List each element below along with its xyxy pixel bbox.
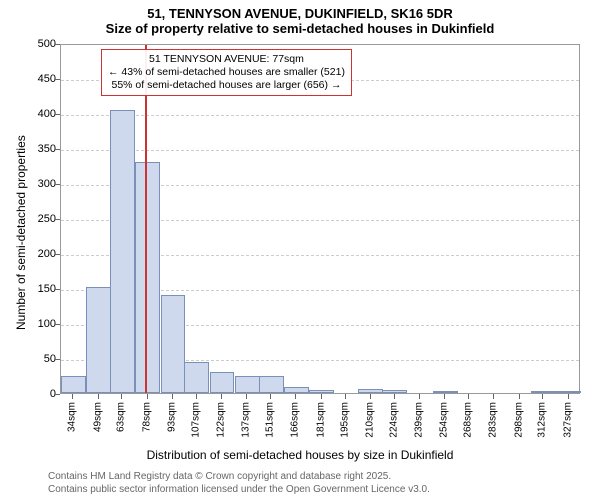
gridline (61, 150, 579, 151)
x-tick-label: 49sqm (92, 402, 103, 432)
x-tick-mark (519, 394, 520, 399)
x-tick-label: 239sqm (413, 402, 424, 438)
annotation-line: 55% of semi-detached houses are larger (… (108, 79, 345, 92)
footer-attribution: Contains HM Land Registry data © Crown c… (48, 470, 430, 496)
title-line2: Size of property relative to semi-detach… (0, 21, 600, 40)
x-axis-label: Distribution of semi-detached houses by … (0, 448, 600, 462)
y-tick-label: 0 (26, 388, 56, 400)
y-tick-label: 200 (26, 248, 56, 260)
y-tick-label: 150 (26, 283, 56, 295)
x-tick-label: 254sqm (439, 402, 450, 438)
histogram-bar (284, 387, 309, 393)
y-axis-label: Number of semi-detached properties (14, 135, 28, 330)
histogram-bar (184, 362, 209, 394)
annotation-line: ← 43% of semi-detached houses are smalle… (108, 66, 345, 79)
x-tick-mark (419, 394, 420, 399)
y-tick-mark (55, 394, 60, 395)
x-tick-label: 224sqm (388, 402, 399, 438)
histogram-bar (235, 376, 260, 394)
x-tick-mark (542, 394, 543, 399)
x-tick-label: 137sqm (241, 402, 252, 438)
histogram-bar (86, 287, 111, 393)
y-tick-label: 250 (26, 213, 56, 225)
x-tick-mark (493, 394, 494, 399)
y-tick-label: 50 (26, 353, 56, 365)
x-tick-label: 283sqm (488, 402, 499, 438)
footer-line2: Contains public sector information licen… (48, 483, 430, 496)
x-tick-mark (468, 394, 469, 399)
x-tick-label: 195sqm (339, 402, 350, 438)
histogram-bar (210, 372, 235, 393)
x-tick-label: 78sqm (141, 402, 152, 432)
x-tick-mark (295, 394, 296, 399)
y-tick-label: 400 (26, 108, 56, 120)
plot-area: 51 TENNYSON AVENUE: 77sqm← 43% of semi-d… (60, 44, 580, 394)
x-tick-mark (147, 394, 148, 399)
histogram-bar (61, 376, 86, 394)
gridline (61, 115, 579, 116)
x-tick-label: 312sqm (537, 402, 548, 438)
x-tick-mark (72, 394, 73, 399)
annotation-line: 51 TENNYSON AVENUE: 77sqm (108, 53, 345, 66)
x-tick-mark (321, 394, 322, 399)
histogram-bar (382, 390, 407, 393)
histogram-bar (135, 162, 160, 393)
title-line1: 51, TENNYSON AVENUE, DUKINFIELD, SK16 5D… (0, 0, 600, 21)
histogram-bar (309, 390, 334, 393)
x-tick-label: 93sqm (167, 402, 178, 432)
x-tick-mark (98, 394, 99, 399)
histogram-bar (433, 391, 458, 393)
x-tick-mark (568, 394, 569, 399)
x-tick-label: 268sqm (462, 402, 473, 438)
x-tick-mark (221, 394, 222, 399)
x-tick-label: 327sqm (562, 402, 573, 438)
property-marker-line (145, 45, 147, 393)
histogram-bar (358, 389, 383, 393)
x-tick-label: 63sqm (116, 402, 127, 432)
x-tick-mark (246, 394, 247, 399)
x-tick-mark (444, 394, 445, 399)
x-tick-label: 122sqm (216, 402, 227, 438)
y-tick-label: 500 (26, 38, 56, 50)
histogram-bar (531, 391, 556, 393)
x-tick-label: 166sqm (290, 402, 301, 438)
x-tick-mark (121, 394, 122, 399)
x-tick-mark (172, 394, 173, 399)
x-tick-label: 107sqm (190, 402, 201, 438)
histogram-bar (110, 110, 135, 394)
x-tick-label: 34sqm (67, 402, 78, 432)
x-tick-label: 210sqm (364, 402, 375, 438)
histogram-bar (556, 391, 581, 393)
histogram-bar (259, 376, 284, 394)
x-tick-label: 298sqm (513, 402, 524, 438)
x-tick-mark (370, 394, 371, 399)
y-tick-label: 450 (26, 73, 56, 85)
x-tick-label: 151sqm (265, 402, 276, 438)
x-tick-label: 181sqm (315, 402, 326, 438)
y-tick-label: 100 (26, 318, 56, 330)
footer-line1: Contains HM Land Registry data © Crown c… (48, 470, 430, 483)
y-tick-label: 300 (26, 178, 56, 190)
x-tick-mark (270, 394, 271, 399)
y-tick-label: 350 (26, 143, 56, 155)
histogram-bar (161, 295, 186, 393)
annotation-box: 51 TENNYSON AVENUE: 77sqm← 43% of semi-d… (101, 49, 352, 96)
x-tick-mark (196, 394, 197, 399)
chart-container: 51, TENNYSON AVENUE, DUKINFIELD, SK16 5D… (0, 0, 600, 500)
x-tick-mark (394, 394, 395, 399)
x-tick-mark (345, 394, 346, 399)
